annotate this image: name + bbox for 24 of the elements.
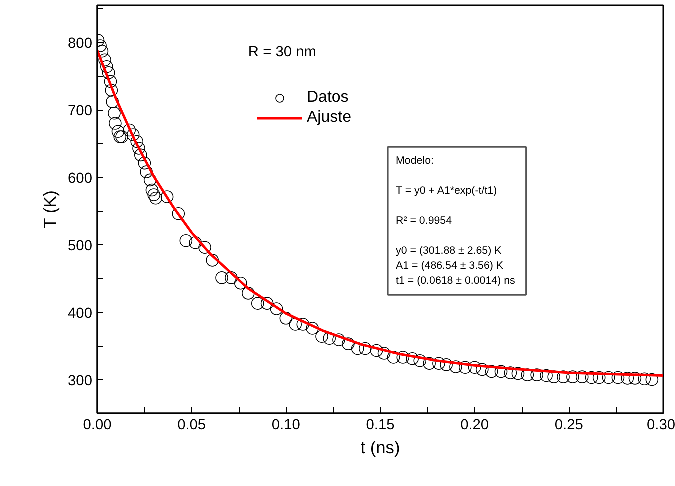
y-tick-label: 700 [68, 104, 93, 120]
x-tick-label: 0.00 [83, 418, 112, 434]
legend-label: Datos [307, 89, 349, 107]
annotation: Modelo: [396, 155, 434, 168]
annotation: A1 = (486.54 ± 3.56) K [396, 260, 504, 272]
x-tick-label: 0.15 [366, 418, 395, 434]
annotation: t1 = (0.0618 ± 0.0014) ns [396, 275, 516, 288]
x-tick-label: 0.05 [178, 418, 206, 434]
annotation: T = y0 + A1*exp(-t/t1) [396, 185, 498, 198]
x-tick-label: 0.25 [554, 418, 584, 434]
annotation: y0 = (301.88 ± 2.65) K [396, 245, 502, 258]
y-tick-label: 800 [68, 36, 93, 52]
annotation: R² = 0.9954 [396, 215, 452, 228]
x-axis-title: t (ns) [360, 438, 400, 458]
x-tick-label: 0.20 [460, 418, 490, 434]
annotation: R = 30 nm [248, 44, 316, 61]
legend-label: Ajuste [307, 109, 352, 127]
y-tick-label: 600 [68, 170, 93, 187]
y-axis-title: T (K) [40, 190, 60, 229]
x-tick-label: 0.30 [646, 418, 675, 434]
x-tick-label: 0.10 [272, 418, 300, 434]
y-tick-label: 300 [68, 373, 93, 390]
y-tick-label: 400 [68, 306, 93, 322]
y-tick-label: 500 [68, 238, 93, 254]
